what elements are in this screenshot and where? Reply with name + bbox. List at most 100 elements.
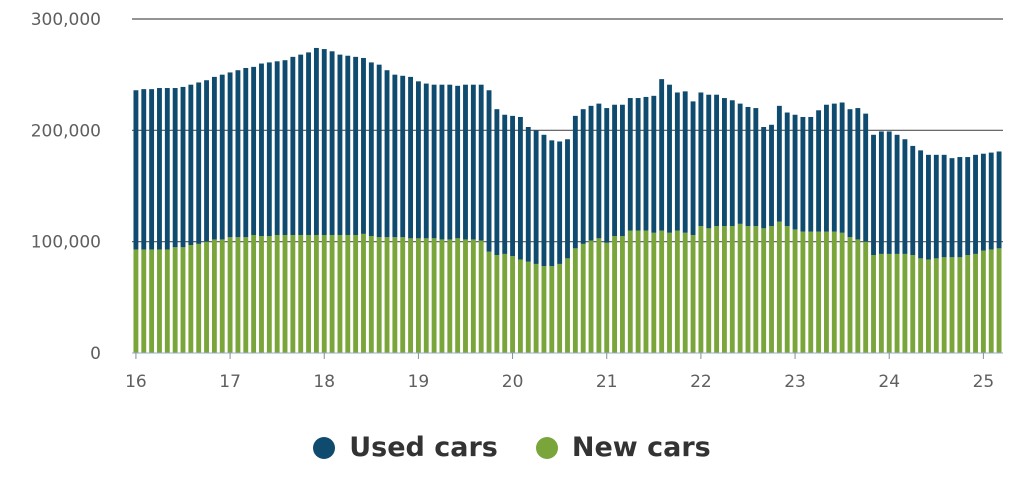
bar-new-cars-45 (486, 251, 492, 353)
bar-new-cars-106 (965, 255, 971, 353)
bar-new-cars-59 (596, 238, 602, 353)
legend-label-new-cars: New cars (571, 432, 711, 463)
bar-used-cars-29 (361, 57, 366, 234)
x-tick-label-5: 21 (596, 372, 618, 392)
bar-used-cars-64 (635, 98, 641, 231)
bar-new-cars-88 (824, 231, 829, 353)
bar-used-cars-37 (423, 83, 429, 239)
bar-new-cars-98 (902, 253, 908, 353)
bar-new-cars-30 (368, 236, 374, 353)
bar-new-cars-93 (863, 241, 869, 353)
bar-new-cars-100 (918, 258, 924, 353)
bar-new-cars-62 (619, 236, 625, 353)
bar-used-cars-91 (847, 109, 853, 238)
bar-used-cars-97 (894, 134, 900, 254)
bar-new-cars-107 (973, 253, 978, 353)
bar-new-cars-37 (423, 238, 429, 353)
bar-used-cars-80 (761, 126, 767, 229)
bar-used-cars-109 (988, 152, 994, 250)
bar-used-cars-83 (784, 112, 790, 227)
bar-new-cars-85 (800, 231, 806, 353)
bar-new-cars-63 (627, 230, 633, 353)
bar-used-cars-13 (235, 70, 241, 238)
bar-new-cars-68 (667, 232, 672, 353)
bar-used-cars-86 (808, 116, 814, 232)
x-tick-label-6: 22 (690, 372, 712, 392)
bar-new-cars-89 (831, 231, 837, 353)
bar-new-cars-103 (941, 257, 947, 353)
bar-used-cars-41 (455, 85, 461, 239)
bar-new-cars-75 (722, 226, 727, 353)
bar-used-cars-60 (604, 108, 610, 243)
bar-new-cars-39 (439, 239, 445, 353)
bar-new-cars-52 (541, 266, 547, 353)
bar-new-cars-42 (463, 239, 468, 353)
bar-new-cars-4 (164, 249, 170, 353)
bar-used-cars-11 (219, 74, 225, 240)
x-tick-label-7: 23 (784, 372, 806, 392)
bar-used-cars-6 (180, 86, 186, 248)
bar-used-cars-96 (886, 131, 892, 254)
bar-new-cars-36 (415, 238, 421, 353)
bar-new-cars-95 (878, 253, 884, 353)
bar-used-cars-90 (839, 102, 845, 233)
bar-new-cars-28 (353, 234, 359, 353)
bar-new-cars-51 (533, 263, 539, 353)
bar-new-cars-97 (894, 253, 900, 353)
bar-used-cars-69 (674, 92, 680, 231)
bar-new-cars-79 (753, 226, 759, 353)
x-tick-label-1: 17 (219, 372, 241, 392)
bar-new-cars-34 (400, 237, 406, 353)
bar-used-cars-45 (486, 90, 492, 252)
bars (133, 47, 1002, 353)
bar-used-cars-32 (384, 70, 390, 238)
bar-new-cars-96 (886, 253, 892, 353)
bar-used-cars-79 (753, 108, 759, 227)
bar-new-cars-76 (729, 226, 735, 353)
bar-new-cars-77 (737, 223, 743, 353)
bar-used-cars-50 (525, 126, 531, 262)
bar-new-cars-8 (196, 243, 202, 353)
bar-new-cars-84 (792, 229, 798, 353)
bar-new-cars-12 (227, 237, 233, 353)
bar-used-cars-43 (470, 84, 476, 240)
bar-used-cars-7 (188, 84, 194, 246)
bar-new-cars-23 (313, 234, 319, 353)
bar-used-cars-84 (792, 114, 798, 230)
bar-used-cars-19 (282, 60, 288, 235)
bar-new-cars-2 (149, 249, 155, 353)
bar-used-cars-12 (227, 72, 233, 238)
bar-used-cars-67 (659, 79, 665, 231)
bar-new-cars-40 (447, 239, 453, 353)
bar-used-cars-52 (541, 134, 547, 267)
legend: Used cars New cars (0, 432, 1024, 463)
bar-used-cars-110 (996, 151, 1002, 249)
bar-new-cars-20 (290, 234, 296, 353)
bar-new-cars-29 (361, 233, 366, 353)
bar-used-cars-3 (157, 88, 162, 250)
bar-used-cars-22 (306, 52, 311, 235)
legend-item-new-cars[interactable]: New cars (535, 432, 711, 463)
bar-new-cars-5 (172, 247, 178, 353)
bar-used-cars-107 (973, 154, 978, 254)
bar-new-cars-24 (321, 234, 327, 353)
bar-new-cars-31 (376, 237, 382, 353)
bar-used-cars-56 (572, 115, 578, 249)
x-tick-label-2: 18 (313, 372, 335, 392)
bar-new-cars-86 (808, 231, 814, 353)
bar-new-cars-64 (635, 230, 641, 353)
bar-used-cars-46 (494, 109, 500, 256)
bar-new-cars-90 (839, 232, 845, 353)
bar-used-cars-95 (878, 131, 884, 254)
bar-used-cars-82 (776, 105, 782, 222)
bar-new-cars-105 (957, 257, 963, 353)
bar-used-cars-102 (933, 154, 939, 259)
bar-new-cars-92 (855, 239, 861, 353)
legend-item-used-cars[interactable]: Used cars (313, 432, 498, 463)
bar-new-cars-80 (761, 228, 767, 353)
bar-new-cars-3 (157, 249, 162, 353)
bar-new-cars-73 (706, 228, 712, 353)
bar-new-cars-15 (251, 234, 257, 353)
bar-new-cars-43 (470, 239, 476, 353)
bar-new-cars-71 (690, 234, 696, 353)
